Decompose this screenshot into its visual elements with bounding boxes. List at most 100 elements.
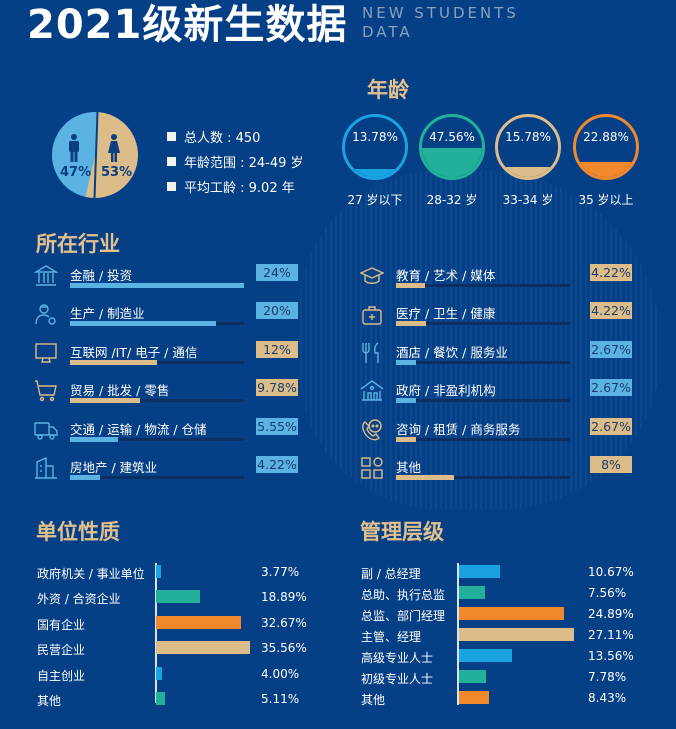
org-type-row: 外资 / 合资企业 18.89% [37, 590, 307, 606]
mgmt-level-row: 初级专业人士 7.78% [361, 670, 627, 686]
industry-bar [70, 360, 157, 365]
industry-row: 房地产 / 建筑业 4.22% [34, 456, 334, 486]
age-gauge-fill [422, 148, 482, 177]
org-type-bar [156, 692, 165, 705]
org-type-row: 民营企业 35.56% [37, 641, 307, 657]
industry-bar [70, 398, 140, 403]
medical-kit-icon [362, 306, 382, 325]
industry-bar [70, 437, 118, 442]
stat-age-range: 年龄范围 : 24-49 岁 [167, 149, 304, 174]
industry-row: 政府 / 非盈利机构 2.67% [360, 379, 660, 409]
org-type-bar [156, 667, 162, 680]
org-type-bar [156, 565, 161, 578]
industry-bar [396, 398, 416, 403]
industry-row: 酒店 / 餐饮 / 服务业 2.67% [360, 341, 660, 371]
cart-icon [35, 380, 57, 402]
monitor-icon [35, 343, 57, 363]
industry-row: 咨询 / 租赁 / 商务服务 2.67% [360, 418, 660, 448]
industry-pct-badge: 2.67% [590, 418, 632, 435]
worker-icon [35, 304, 56, 325]
industry-pct-badge: 24% [256, 264, 298, 281]
industry-bar [396, 283, 425, 288]
industry-row: 其他 8% [360, 456, 660, 486]
industry-pct-badge: 20% [256, 302, 298, 319]
industry-row: 贸易 / 批发 / 零售 9.78% [34, 379, 334, 409]
industry-pct-badge: 9.78% [256, 379, 298, 396]
summary-stats: 总人数 : 450 年龄范围 : 24-49 岁 平均工龄 : 9.02 年 [167, 124, 304, 199]
age-group: 15.78% 33-34 岁 [495, 114, 561, 208]
industry-row: 生产 / 制造业 20% [34, 302, 334, 332]
page-subtitle: NEW STUDENTS DATA [362, 4, 519, 41]
mgmt-level-row: 副 / 总经理 10.67% [361, 565, 634, 581]
page-title: 2021级新生数据 [27, 2, 348, 48]
age-group: 22.88% 35 岁以上 [573, 114, 639, 208]
industry-bar [396, 321, 426, 326]
industry-row: 互联网 /IT/ 电子 / 通信 12% [34, 341, 334, 371]
government-icon [360, 380, 384, 401]
industry-pct-badge: 2.67% [590, 341, 632, 358]
female-percentage: 53% [101, 165, 133, 180]
mgmt-level-row: 其他 8.43% [361, 691, 627, 707]
world-map-background [300, 170, 660, 510]
age-gauge: 15.78% [495, 114, 561, 180]
bank-icon [34, 265, 58, 286]
industry-bar [70, 321, 216, 326]
stat-total: 总人数 : 450 [167, 124, 304, 149]
industry-pct-badge: 12% [256, 341, 298, 358]
male-percentage: 47% [60, 165, 92, 180]
industry-row: 交通 / 运输 / 物流 / 仓储 5.55% [34, 418, 334, 448]
industry-pct-badge: 4.22% [590, 302, 632, 319]
mgmt-level-bar [459, 565, 500, 578]
age-gauge: 22.88% [573, 114, 639, 180]
utensils-icon [362, 342, 379, 363]
org-type-row: 国有企业 32.67% [37, 616, 307, 632]
mgmt-level-bar [459, 670, 486, 683]
industry-bar [70, 475, 100, 480]
industry-pct-badge: 4.22% [590, 264, 632, 281]
industry-bar [396, 475, 454, 480]
mgmt-level-row: 总助、执行总监 7.56% [361, 586, 627, 602]
org-type-row: 自主创业 4.00% [37, 667, 300, 683]
truck-icon [34, 422, 58, 440]
industry-row: 金融 / 投资 24% [34, 264, 334, 294]
mgmt-level-bar [459, 628, 574, 641]
graduation-cap-icon [360, 267, 384, 284]
mgmt-level-row: 总监、部门经理 24.89% [361, 607, 634, 623]
industry-pct-badge: 5.55% [256, 418, 298, 435]
grid-icon [361, 457, 383, 479]
industry-bar [70, 283, 244, 288]
age-gauge: 13.78% [342, 114, 408, 180]
org-type-bar [156, 590, 200, 603]
age-gauge-fill [345, 168, 405, 177]
org-type-axis [155, 563, 157, 703]
age-section-title: 年龄 [367, 78, 409, 102]
mgmt-level-bar [459, 691, 489, 704]
mgmt-level-row: 高级专业人士 13.56% [361, 649, 634, 665]
industry-pct-badge: 4.22% [256, 456, 298, 473]
industry-bar [396, 437, 416, 442]
bullet-square-icon [167, 132, 176, 141]
industry-row: 医疗 / 卫生 / 健康 4.22% [360, 302, 660, 332]
org-type-row: 政府机关 / 事业单位 3.77% [37, 565, 300, 581]
org-type-bar [156, 641, 250, 654]
mgmt-level-bar [459, 649, 512, 662]
age-gauge-fill [498, 166, 558, 177]
phone-consult-icon [362, 419, 382, 441]
org-type-bar [156, 616, 241, 629]
male-icon [69, 134, 79, 162]
industry-row: 教育 / 艺术 / 媒体 4.22% [360, 264, 660, 294]
age-group: 13.78% 27 岁以下 [342, 114, 408, 208]
industry-bar [396, 360, 416, 365]
mgmt-level-section-title: 管理层级 [360, 520, 444, 544]
age-group: 47.56% 28-32 岁 [419, 114, 485, 208]
bullet-square-icon [167, 157, 176, 166]
mgmt-level-row: 主管、经理 27.11% [361, 628, 634, 644]
mgmt-level-bar [459, 607, 564, 620]
mgmt-level-bar [459, 586, 485, 599]
stat-avg-seniority: 平均工龄 : 9.02 年 [167, 174, 304, 199]
building-icon [35, 456, 57, 479]
industry-pct-badge: 2.67% [590, 379, 632, 396]
org-type-row: 其他 5.11% [37, 692, 300, 708]
industry-section-title: 所在行业 [36, 232, 120, 256]
mgmt-level-axis [457, 563, 459, 705]
